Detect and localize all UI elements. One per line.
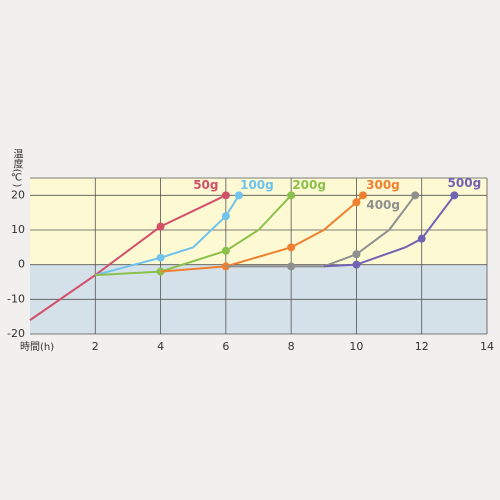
y-tick-label: 0 [18, 258, 25, 271]
x-tick-label: 8 [288, 340, 295, 353]
y-tick-label: -10 [7, 292, 25, 305]
marker [358, 191, 367, 200]
marker [352, 250, 361, 259]
marker [411, 191, 420, 200]
marker [156, 253, 165, 262]
series-label: 200g [292, 178, 326, 192]
warm-zone [30, 178, 487, 265]
x-tick-label: 12 [415, 340, 429, 353]
series-label: 500g [448, 176, 482, 190]
series-label: 300g [366, 178, 400, 192]
marker [221, 191, 230, 200]
x-tick-label: 14 [480, 340, 494, 353]
x-tick-label: 10 [349, 340, 363, 353]
series-label: 100g [240, 178, 274, 192]
marker [450, 191, 459, 200]
marker [221, 246, 230, 255]
series-line [225, 194, 416, 268]
series-line [323, 194, 456, 268]
series-line [95, 194, 240, 277]
marker [287, 262, 296, 271]
marker [352, 260, 361, 269]
x-tick-label: 6 [222, 340, 229, 353]
marker [221, 212, 230, 221]
x-tick-label: 2 [92, 340, 99, 353]
marker [287, 191, 296, 200]
series-label: 400g [366, 198, 400, 212]
marker [287, 243, 296, 252]
y-tick-label: -20 [7, 327, 25, 340]
marker [417, 234, 426, 243]
x-axis-label: 時間(h) [20, 341, 54, 353]
marker [156, 222, 165, 231]
y-tick-label: 10 [11, 223, 25, 236]
marker [234, 191, 243, 200]
marker [352, 198, 361, 207]
series-line [29, 194, 227, 321]
x-tick-label: 4 [157, 340, 164, 353]
y-axis-label: 温度(℃) [11, 148, 23, 187]
y-tick-label: 20 [11, 188, 25, 201]
series-label: 50g [193, 178, 218, 192]
